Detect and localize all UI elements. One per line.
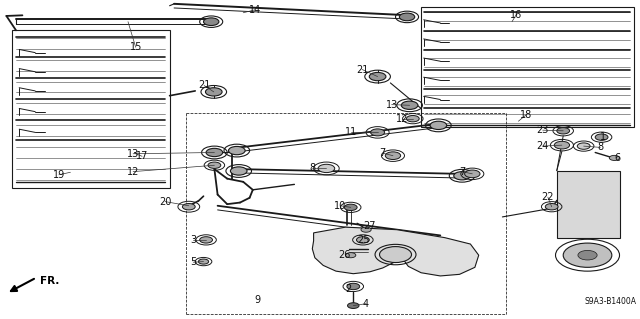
Circle shape — [399, 13, 415, 21]
Polygon shape — [312, 227, 479, 276]
Text: 7: 7 — [459, 167, 465, 177]
Text: 16: 16 — [509, 10, 522, 20]
Circle shape — [406, 115, 419, 122]
Circle shape — [545, 204, 558, 210]
Text: 13: 13 — [127, 149, 140, 159]
Circle shape — [198, 259, 209, 264]
Polygon shape — [421, 7, 634, 127]
Circle shape — [380, 247, 412, 263]
Text: 12: 12 — [396, 114, 408, 124]
Circle shape — [595, 134, 608, 140]
Text: 6: 6 — [614, 153, 621, 163]
Circle shape — [577, 143, 590, 149]
Text: 8: 8 — [597, 142, 604, 152]
Text: 4: 4 — [363, 299, 369, 309]
Circle shape — [401, 101, 418, 109]
Bar — [557, 171, 620, 238]
Circle shape — [465, 170, 480, 178]
Circle shape — [369, 72, 386, 81]
Text: 5: 5 — [190, 257, 196, 267]
Text: 1: 1 — [600, 131, 606, 142]
Text: 27: 27 — [364, 221, 376, 231]
Text: 13: 13 — [385, 100, 398, 110]
Circle shape — [228, 146, 245, 155]
Circle shape — [454, 172, 470, 180]
Text: 9: 9 — [254, 295, 260, 306]
Circle shape — [609, 155, 620, 160]
Circle shape — [361, 227, 371, 232]
Text: FR.: FR. — [40, 276, 60, 286]
Circle shape — [205, 88, 222, 96]
Text: 19: 19 — [52, 170, 65, 180]
Circle shape — [554, 141, 570, 149]
Text: 2: 2 — [346, 284, 352, 294]
Circle shape — [356, 237, 369, 243]
Text: 14: 14 — [248, 5, 261, 15]
Text: 7: 7 — [380, 148, 386, 158]
Text: 24: 24 — [536, 141, 549, 151]
Text: 18: 18 — [520, 110, 532, 120]
Circle shape — [200, 237, 212, 243]
Text: 10: 10 — [334, 201, 347, 211]
Circle shape — [563, 243, 612, 267]
Text: S9A3-B1400A: S9A3-B1400A — [585, 297, 637, 306]
Circle shape — [204, 18, 219, 26]
Text: 11: 11 — [344, 127, 357, 137]
Circle shape — [371, 129, 385, 136]
Circle shape — [206, 148, 223, 157]
Text: 21: 21 — [198, 80, 211, 91]
Text: 21: 21 — [356, 64, 369, 75]
Text: 20: 20 — [159, 197, 172, 207]
Text: 15: 15 — [129, 42, 142, 52]
Text: 12: 12 — [127, 167, 140, 177]
Text: 8: 8 — [309, 163, 316, 174]
Circle shape — [182, 204, 195, 210]
Circle shape — [430, 121, 447, 130]
Circle shape — [348, 303, 359, 308]
Text: 23: 23 — [536, 125, 549, 135]
Polygon shape — [12, 30, 170, 188]
Circle shape — [557, 128, 570, 134]
Circle shape — [346, 253, 356, 258]
Circle shape — [208, 162, 221, 168]
Text: 17: 17 — [136, 151, 148, 161]
Circle shape — [230, 167, 247, 175]
Text: 26: 26 — [338, 249, 351, 260]
Text: 25: 25 — [357, 235, 370, 245]
Text: 22: 22 — [541, 192, 554, 202]
Circle shape — [318, 164, 335, 173]
Circle shape — [344, 204, 357, 211]
Circle shape — [385, 152, 401, 160]
Circle shape — [578, 250, 597, 260]
Circle shape — [347, 283, 360, 290]
Text: 3: 3 — [190, 235, 196, 245]
